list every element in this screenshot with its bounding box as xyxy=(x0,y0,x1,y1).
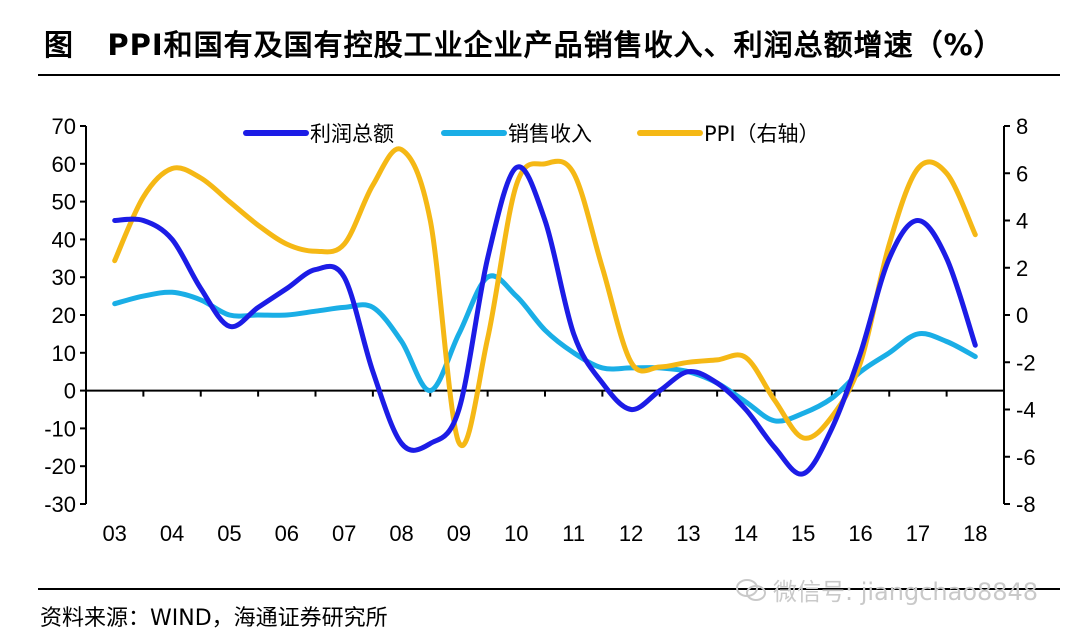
watermark-text: 微信号: jiangchao8848 xyxy=(773,578,1039,606)
title-text: PPI和国有及国有控股工业企业产品销售收入、利润总额增速（%） xyxy=(107,28,1004,62)
x-tick-label: 03 xyxy=(102,521,126,546)
chart-title: 图 PPI和国有及国有控股工业企业产品销售收入、利润总额增速（%） xyxy=(44,22,1004,64)
series-line-sales xyxy=(112,273,978,424)
x-tick-label: 17 xyxy=(906,521,930,546)
watermark: 微信号: jiangchao8848 xyxy=(735,572,1038,607)
series-line-profit xyxy=(112,164,978,477)
x-tick-label: 14 xyxy=(734,521,758,546)
y-right-tick-label: -6 xyxy=(1016,445,1036,470)
legend-item-ppi-label: PPI（右轴） xyxy=(704,122,820,146)
x-tick-label: 15 xyxy=(791,521,815,546)
y-right-tick-label: -4 xyxy=(1016,398,1036,423)
y-right-tick-label: 4 xyxy=(1016,209,1028,234)
x-tick-label: 13 xyxy=(676,521,700,546)
x-tick-label: 08 xyxy=(389,521,413,546)
source-note: 资料来源：WIND，海通证券研究所 xyxy=(40,606,388,631)
x-tick-label: 06 xyxy=(275,521,299,546)
figure-label: 图 xyxy=(44,28,75,62)
y-left-tick-label: -20 xyxy=(44,454,76,479)
y-right-tick-label: 0 xyxy=(1016,303,1028,328)
y-left-tick-label: -30 xyxy=(44,492,76,517)
x-tick-label: 16 xyxy=(848,521,872,546)
series-line-ppi xyxy=(112,146,978,448)
y-right-tick-label: -8 xyxy=(1016,492,1036,517)
bottom-rule xyxy=(38,588,1060,590)
x-tick-label: 18 xyxy=(963,521,987,546)
y-right-tick-label: 6 xyxy=(1016,161,1028,186)
y-left-tick-label: 70 xyxy=(52,114,76,139)
y-right-tick-label: -2 xyxy=(1016,350,1036,375)
x-tick-label: 05 xyxy=(217,521,241,546)
x-tick-label: 11 xyxy=(562,521,585,546)
y-left-tick-label: 50 xyxy=(52,190,76,215)
x-tick-label: 07 xyxy=(332,521,356,546)
y-left-tick-label: 60 xyxy=(52,152,76,177)
x-tick-label: 10 xyxy=(504,521,528,546)
top-rule xyxy=(38,74,1060,76)
y-left-tick-label: 30 xyxy=(52,265,76,290)
x-tick-label: 12 xyxy=(619,521,643,546)
legend-item-sales-label: 销售收入 xyxy=(508,122,592,146)
x-tick-label: 09 xyxy=(447,521,471,546)
title-bar: 图 PPI和国有及国有控股工业企业产品销售收入、利润总额增速（%） xyxy=(0,0,1080,76)
wechat-icon xyxy=(736,578,766,601)
y-left-tick-label: 10 xyxy=(52,341,76,366)
y-left-tick-label: 20 xyxy=(52,303,76,328)
y-left-tick-label: -10 xyxy=(44,416,76,441)
legend-item-profit-label: 利润总额 xyxy=(310,122,394,146)
y-right-tick-label: 2 xyxy=(1016,256,1028,281)
x-tick-label: 04 xyxy=(160,521,184,546)
y-left-tick-label: 0 xyxy=(64,379,76,404)
y-left-tick-label: 40 xyxy=(52,227,76,252)
y-right-tick-label: 8 xyxy=(1016,114,1028,139)
